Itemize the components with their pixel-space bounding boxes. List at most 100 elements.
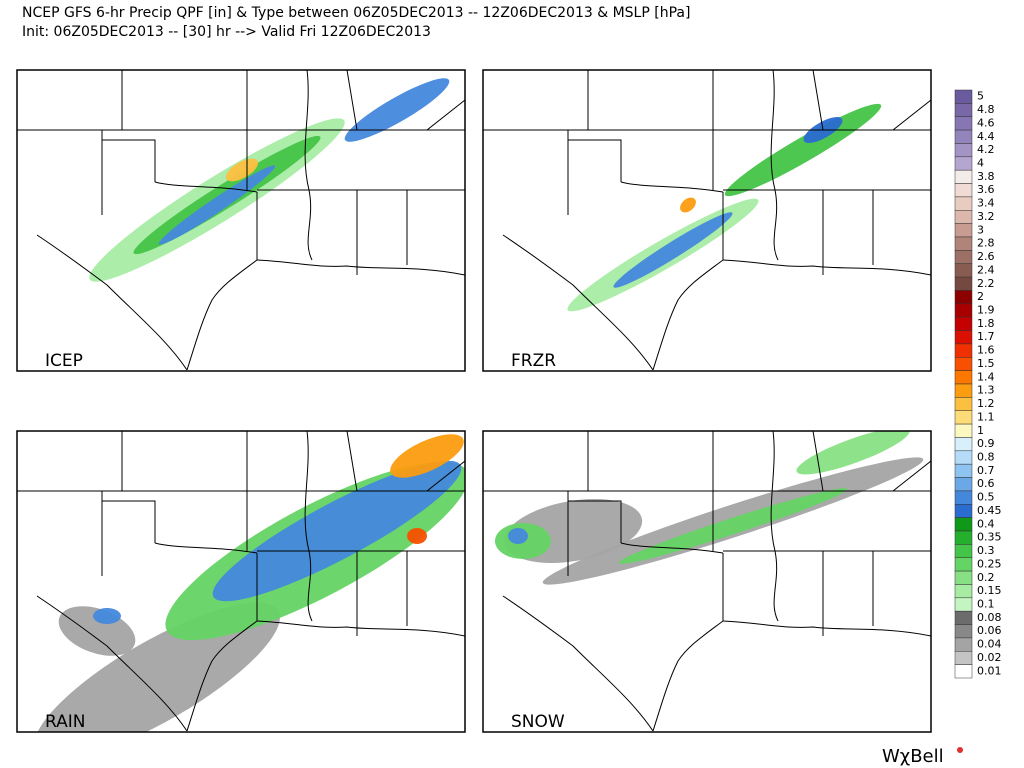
legend-label: 0.02 bbox=[977, 651, 1002, 664]
legend-label: 0.15 bbox=[977, 584, 1002, 597]
legend-label: 3 bbox=[977, 223, 984, 236]
panels: ICEP FRZR RAIN SNOW bbox=[16, 69, 932, 733]
legend-swatch bbox=[954, 557, 973, 572]
precip-area bbox=[680, 197, 696, 213]
panel-label: RAIN bbox=[45, 712, 85, 732]
boundary bbox=[186, 259, 258, 371]
precip-area bbox=[225, 158, 259, 182]
boundary bbox=[426, 99, 465, 131]
legend-swatch bbox=[954, 316, 973, 331]
legend-label: 1.2 bbox=[977, 397, 995, 410]
legend-label: 0.08 bbox=[977, 611, 1002, 624]
legend-label: 4.4 bbox=[977, 130, 995, 143]
legend-label: 1.4 bbox=[977, 370, 995, 383]
precip-area bbox=[390, 434, 464, 478]
legend-label: 3.8 bbox=[977, 170, 995, 183]
legend-label: 4.8 bbox=[977, 103, 995, 116]
boundary bbox=[36, 234, 188, 371]
boundary bbox=[426, 460, 465, 492]
legend-swatch bbox=[954, 210, 973, 224]
legend-swatch bbox=[954, 183, 973, 198]
boundary bbox=[620, 181, 724, 193]
legend-label: 4.2 bbox=[977, 143, 995, 156]
boundary bbox=[346, 431, 358, 492]
legend-swatch bbox=[954, 290, 973, 305]
legend-swatch bbox=[954, 610, 973, 625]
legend-label: 0.06 bbox=[977, 624, 1002, 637]
precip-area bbox=[618, 488, 848, 564]
legend-swatch bbox=[954, 437, 973, 452]
precip-area bbox=[93, 608, 121, 624]
legend-swatch bbox=[954, 597, 973, 612]
boundary bbox=[102, 500, 156, 543]
panel-frame bbox=[16, 430, 466, 733]
precip-area bbox=[508, 528, 528, 544]
legend-label: 0.04 bbox=[977, 638, 1002, 651]
legend-label: 0.1 bbox=[977, 598, 995, 611]
legend-label: 0.2 bbox=[977, 571, 995, 584]
panel-label: SNOW bbox=[511, 712, 565, 732]
title-line-2: Init: 06Z05DEC2013 -- [30] hr --> Valid … bbox=[22, 24, 431, 40]
legend-swatch bbox=[954, 156, 973, 171]
legend-swatch bbox=[954, 303, 973, 318]
boundary bbox=[36, 595, 188, 732]
legend-swatch bbox=[954, 624, 973, 639]
brand-dot bbox=[957, 747, 963, 753]
legend-swatch bbox=[954, 544, 973, 558]
panel-frame bbox=[482, 430, 932, 733]
legend-swatch bbox=[954, 143, 973, 158]
boundary bbox=[770, 70, 779, 261]
legend-swatch bbox=[954, 263, 973, 278]
legend-swatch bbox=[954, 169, 973, 184]
legend-swatch bbox=[954, 196, 973, 211]
legend: 54.84.64.44.243.83.63.43.232.82.62.42.22… bbox=[954, 90, 1002, 679]
legend-label: 1.6 bbox=[977, 344, 995, 357]
legend-swatch bbox=[954, 116, 973, 131]
panel-frame bbox=[482, 69, 932, 372]
boundary bbox=[722, 259, 931, 276]
legend-swatch bbox=[954, 530, 973, 545]
legend-label: 2.4 bbox=[977, 263, 995, 276]
legend-swatch bbox=[954, 276, 973, 291]
map-panel: ICEP bbox=[16, 69, 466, 372]
legend-label: 4.6 bbox=[977, 116, 995, 129]
legend-label: 0.7 bbox=[977, 464, 995, 477]
precip-area bbox=[613, 212, 733, 288]
precip-area bbox=[724, 103, 882, 197]
boundary bbox=[892, 99, 931, 131]
boundary bbox=[502, 595, 654, 732]
map-content bbox=[17, 70, 465, 371]
legend-label: 0.9 bbox=[977, 437, 995, 450]
legend-label: 0.01 bbox=[977, 664, 1002, 677]
legend-label: 3.4 bbox=[977, 197, 995, 210]
boundary bbox=[770, 431, 779, 622]
legend-label: 5 bbox=[977, 90, 984, 103]
map-content bbox=[17, 431, 465, 732]
boundary bbox=[652, 259, 724, 371]
precip-area bbox=[34, 602, 280, 732]
boundary bbox=[304, 70, 313, 261]
boundary bbox=[154, 181, 258, 193]
map-panel: FRZR bbox=[482, 69, 932, 372]
legend-swatch bbox=[954, 103, 973, 117]
legend-label: 0.25 bbox=[977, 557, 1002, 570]
precip-area bbox=[158, 165, 276, 245]
boundary bbox=[256, 259, 465, 276]
legend-swatch bbox=[954, 129, 973, 144]
boundary bbox=[154, 542, 258, 554]
legend-swatch bbox=[954, 490, 973, 505]
boundary bbox=[102, 139, 156, 182]
legend-label: 0.6 bbox=[977, 477, 995, 490]
legend-swatch bbox=[954, 664, 973, 679]
legend-label: 1.3 bbox=[977, 384, 995, 397]
legend-label: 0.45 bbox=[977, 504, 1002, 517]
precip-area bbox=[344, 78, 450, 142]
boundary bbox=[812, 431, 824, 492]
legend-swatch bbox=[954, 517, 973, 532]
boundary bbox=[620, 542, 724, 554]
precip-area bbox=[407, 528, 427, 544]
boundary bbox=[256, 620, 465, 637]
brand: WχBell bbox=[882, 746, 944, 767]
map-content bbox=[483, 70, 931, 371]
